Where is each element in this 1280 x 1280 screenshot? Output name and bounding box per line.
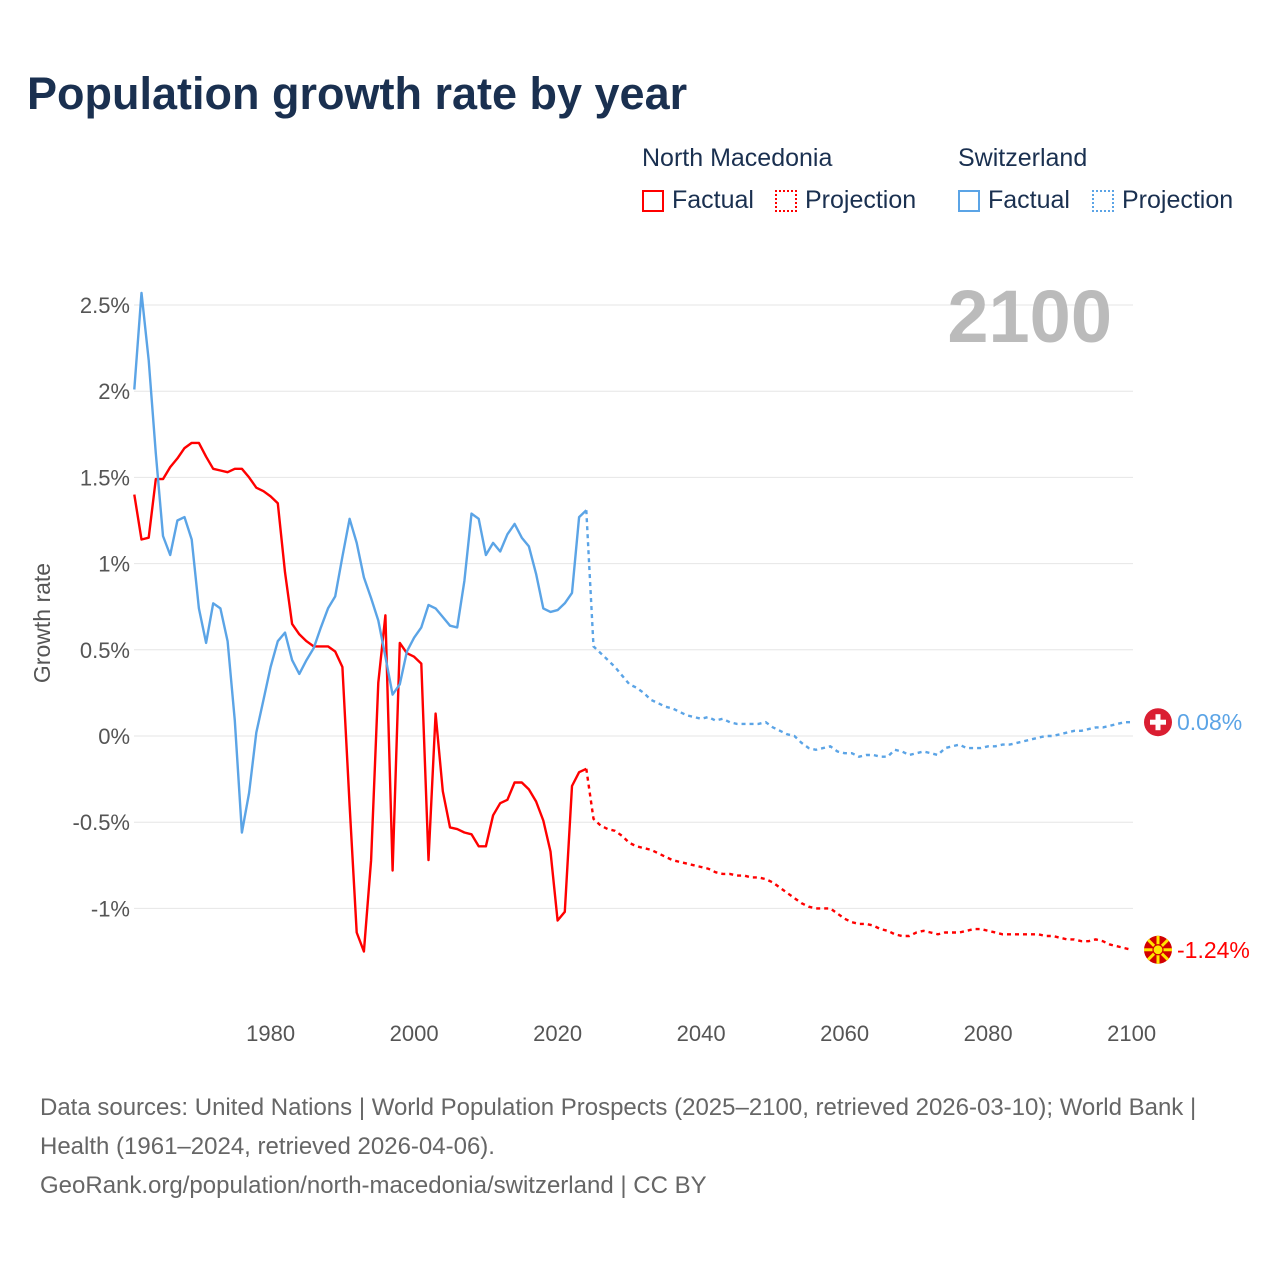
switzerland-flag-icon	[1144, 708, 1172, 737]
x-tick-label: 2020	[533, 1021, 582, 1046]
legend-label: Projection	[1122, 186, 1234, 214]
y-tick-label: 2%	[98, 379, 130, 404]
north-macedonia-flag-icon	[1144, 935, 1172, 964]
legend-swatch-solid	[642, 189, 664, 212]
legend-ch-projection[interactable]: Projection	[1092, 186, 1233, 215]
legend-label: Projection	[805, 186, 917, 214]
y-tick-label: 1.5%	[80, 465, 130, 490]
legend-swatch-dotted	[1092, 189, 1114, 212]
legend-ch-factual[interactable]: Factual	[958, 186, 1070, 215]
x-tick-label: 2080	[964, 1021, 1013, 1046]
series-line-projection-north-macedonia	[585, 768, 1132, 951]
series-line-factual-north-macedonia	[133, 441, 587, 953]
y-axis-label: Growth rate	[29, 563, 55, 683]
legend-group-switzerland: Switzerland	[958, 144, 1088, 172]
chart-title: Population growth rate by year	[27, 68, 688, 119]
source-link[interactable]: GeoRank.org/population/north-macedonia/s…	[40, 1172, 707, 1199]
x-tick-label: 2040	[677, 1021, 726, 1046]
legend-group-north-macedonia: North Macedonia	[642, 144, 833, 172]
legend-label: Factual	[988, 186, 1070, 214]
end-value-label: 0.08%	[1177, 709, 1242, 735]
series-line-projection-switzerland	[585, 510, 1132, 758]
y-tick-label: -0.5%	[73, 810, 130, 835]
year-watermark: 2100	[947, 275, 1112, 358]
end-value-label: -1.24%	[1177, 937, 1250, 963]
legend-nm-projection[interactable]: Projection	[775, 186, 916, 215]
legend-swatch-dotted	[775, 189, 797, 212]
y-tick-label: 1%	[98, 552, 130, 577]
x-tick-label: 2000	[390, 1021, 439, 1046]
x-tick-label: 2100	[1107, 1021, 1156, 1046]
legend-nm-factual[interactable]: Factual	[642, 186, 754, 215]
legend-swatch-solid	[958, 189, 980, 212]
y-tick-label: 0.5%	[80, 638, 130, 663]
series-line-factual-switzerland	[133, 291, 588, 834]
footer: Data sources: United Nations | World Pop…	[40, 1088, 1240, 1205]
y-tick-label: 2.5%	[80, 293, 130, 318]
y-tick-label: 0%	[98, 724, 130, 749]
legend-label: Factual	[672, 186, 754, 214]
y-tick-label: -1%	[91, 896, 130, 921]
data-sources: Data sources: United Nations | World Pop…	[40, 1094, 1197, 1160]
x-tick-label: 1980	[246, 1021, 295, 1046]
x-tick-label: 2060	[820, 1021, 869, 1046]
